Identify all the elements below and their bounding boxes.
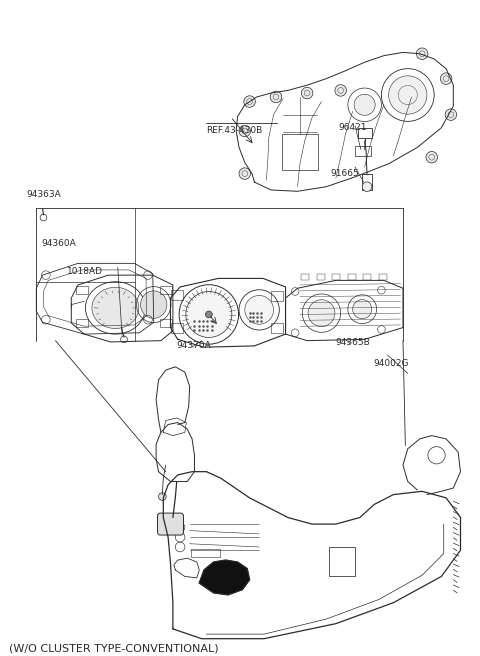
Bar [348,274,356,280]
Polygon shape [199,560,250,595]
Circle shape [389,76,427,114]
Circle shape [354,94,375,115]
Circle shape [353,300,372,319]
Bar [171,323,183,333]
Circle shape [244,96,255,108]
Circle shape [362,182,372,192]
Circle shape [440,73,452,85]
Circle shape [308,300,335,327]
Bar [379,274,387,280]
Circle shape [335,85,347,96]
Text: 94363A: 94363A [27,190,61,199]
Bar [358,127,372,138]
Bar [363,274,371,280]
Circle shape [416,48,428,60]
Text: 94370A: 94370A [177,342,212,350]
Bar [171,290,183,300]
Ellipse shape [92,287,139,329]
Text: 94002G: 94002G [373,359,409,368]
Bar [271,291,283,301]
Text: 91665: 91665 [330,169,359,178]
Text: 94360A: 94360A [41,239,76,248]
Bar [316,274,324,280]
Text: 96421: 96421 [338,123,367,132]
Bar [160,319,172,327]
Bar [329,547,355,577]
Bar [76,319,88,327]
Circle shape [301,87,313,99]
Circle shape [245,295,274,324]
Circle shape [186,291,232,337]
Bar [282,134,318,171]
Circle shape [239,125,251,136]
Ellipse shape [141,291,167,318]
Text: 94365B: 94365B [336,338,371,347]
Text: (W/O CLUSTER TYPE-CONVENTIONAL): (W/O CLUSTER TYPE-CONVENTIONAL) [9,644,218,653]
Bar [160,285,172,293]
Circle shape [426,152,437,163]
Bar [271,323,283,333]
Bar [76,285,88,293]
Circle shape [158,493,166,501]
Circle shape [270,91,282,103]
Circle shape [205,311,212,318]
Bar [300,274,309,280]
Bar [355,146,371,156]
Bar [332,274,340,280]
Bar [191,549,220,557]
Text: 1018AD: 1018AD [67,267,103,276]
Circle shape [445,109,456,121]
Circle shape [239,168,251,179]
FancyBboxPatch shape [157,513,183,535]
Bar [362,174,372,190]
Text: REF.43-430B: REF.43-430B [206,127,263,135]
